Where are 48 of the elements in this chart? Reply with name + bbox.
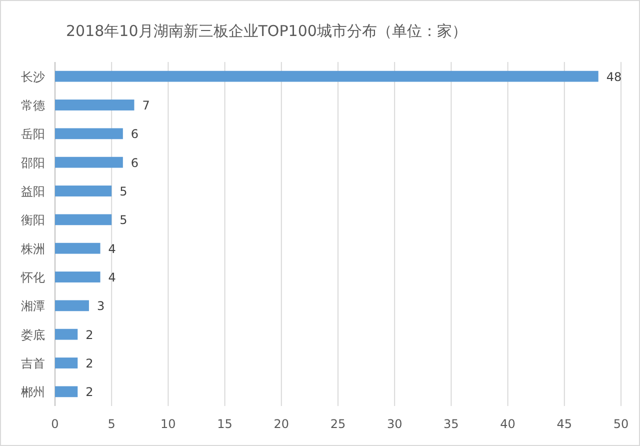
- data-label: 6: [130, 127, 139, 142]
- bar: [55, 128, 123, 140]
- bar: [55, 214, 112, 226]
- x-tick-label: 35: [444, 417, 459, 431]
- bar: [55, 358, 78, 368]
- data-label: 2: [86, 385, 94, 400]
- y-tick-label: 湘潭: [21, 299, 45, 314]
- bar: [55, 328, 78, 340]
- y-tick-label: 邵阳: [21, 156, 45, 170]
- bar: [55, 156, 123, 168]
- x-tick-label: 0: [51, 417, 59, 431]
- y-tick-label: 常德: [21, 98, 45, 112]
- y-tick-label: 衡阳: [21, 213, 45, 228]
- bar: [55, 242, 100, 254]
- x-tick-label: 10: [160, 417, 176, 431]
- data-label: 5: [120, 184, 128, 198]
- data-label: 6: [130, 156, 139, 170]
- data-label: 2: [86, 356, 94, 370]
- x-tick-label: 40: [500, 417, 516, 431]
- bar: [55, 386, 78, 398]
- data-label: 48: [606, 70, 622, 84]
- y-tick-label: 长沙: [21, 70, 45, 84]
- y-tick-label: 怀化: [20, 270, 45, 284]
- y-tick-label: 郴州: [21, 385, 45, 400]
- x-tick-label: 5: [108, 417, 116, 431]
- y-tick-label: 岳阳: [21, 127, 45, 142]
- data-label: 5: [120, 213, 128, 228]
- x-tick-label: 50: [613, 417, 629, 431]
- x-tick-label: 20: [274, 417, 290, 431]
- bar: [55, 272, 100, 282]
- bar: [55, 300, 89, 312]
- y-tick-label: 娄底: [21, 328, 45, 342]
- y-tick-label: 益阳: [21, 184, 45, 198]
- data-label: 7: [142, 98, 150, 112]
- x-tick-label: 30: [386, 417, 402, 431]
- y-tick-label: 株洲: [20, 242, 45, 256]
- bar: [55, 100, 134, 110]
- data-label: 2: [86, 328, 94, 342]
- x-tick-label: 15: [217, 417, 232, 431]
- y-tick-label: 吉首: [21, 356, 45, 370]
- data-label: 4: [108, 270, 116, 284]
- bar: [55, 70, 598, 82]
- bar: [55, 186, 112, 196]
- data-label: 4: [108, 242, 116, 256]
- x-tick-label: 25: [330, 417, 346, 431]
- data-label: 3: [96, 299, 105, 314]
- chart-title: 2018年10月湖南新三板企业TOP100城市分布（单位：家）: [66, 22, 467, 40]
- x-tick-label: 45: [556, 417, 572, 431]
